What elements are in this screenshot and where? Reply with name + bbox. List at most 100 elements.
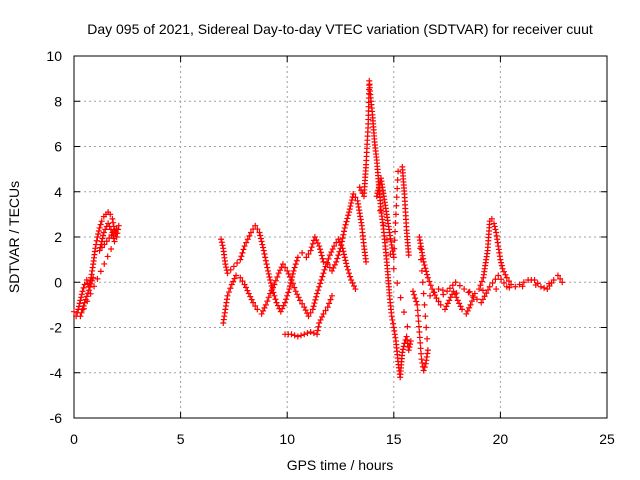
data-point-fill xyxy=(403,223,410,230)
data-point-fill xyxy=(334,255,341,262)
data-point-fill xyxy=(362,255,369,262)
data-point-fill xyxy=(97,268,104,275)
data-point xyxy=(343,263,350,270)
data-point-fill xyxy=(449,282,456,289)
data-point-fill xyxy=(104,253,111,260)
data-point-fill xyxy=(470,294,477,301)
data-point-fill xyxy=(380,222,387,229)
data-point-fill xyxy=(268,287,275,294)
data-point-fill xyxy=(254,226,261,233)
data-point xyxy=(111,238,118,245)
data-point-fill xyxy=(479,287,486,294)
data-point-fill xyxy=(406,344,413,351)
data-point-fill xyxy=(345,212,352,219)
data-point xyxy=(335,236,342,243)
data-point-fill xyxy=(79,306,86,313)
data-point-fill xyxy=(341,254,348,261)
data-point-fill xyxy=(285,270,292,277)
y-tick-label: 2 xyxy=(54,229,62,245)
data-point-fill xyxy=(327,296,334,303)
data-point-fill xyxy=(95,230,102,237)
data-point-fill xyxy=(491,223,498,230)
data-point-fill xyxy=(323,259,330,266)
data-point xyxy=(550,276,557,283)
data-point-fill xyxy=(483,290,490,297)
data-point-fill xyxy=(435,298,442,305)
data-point-fill xyxy=(532,281,539,288)
data-point-fill xyxy=(97,244,104,251)
data-point-fill xyxy=(314,240,321,247)
data-point xyxy=(544,286,551,293)
data-point xyxy=(294,254,301,261)
data-point xyxy=(83,276,90,283)
data-point-fill xyxy=(244,287,251,294)
data-point-fill xyxy=(221,309,228,316)
data-point xyxy=(467,301,474,308)
data-point-fill xyxy=(91,248,98,255)
data-point-fill xyxy=(416,334,423,341)
x-tick-label: 25 xyxy=(599,431,615,447)
y-tick-label: 6 xyxy=(54,139,62,155)
data-point xyxy=(98,218,105,225)
data-point xyxy=(459,306,466,313)
x-tick-label: 10 xyxy=(279,431,295,447)
series-segment-peak xyxy=(356,77,414,381)
data-point-fill xyxy=(99,235,106,242)
data-point-fill xyxy=(260,244,267,251)
data-point xyxy=(478,299,485,306)
data-point-fill xyxy=(417,345,424,352)
data-point-fill xyxy=(414,307,421,314)
data-point-fill xyxy=(422,313,429,320)
data-point-fill xyxy=(322,307,329,314)
data-point-fill xyxy=(240,246,247,253)
data-point-fill xyxy=(246,232,253,239)
data-point xyxy=(260,247,267,254)
data-point-fill xyxy=(377,207,384,214)
data-point xyxy=(495,272,502,279)
data-point-fill xyxy=(335,252,342,259)
data-point xyxy=(79,288,86,295)
data-point xyxy=(81,281,88,288)
data-point-fill xyxy=(110,228,117,235)
data-point-fill xyxy=(341,251,348,258)
series-segment-main-a xyxy=(218,191,370,315)
data-point xyxy=(441,306,448,313)
data-point-fill xyxy=(546,280,553,287)
data-point-fill xyxy=(464,307,471,314)
data-point-fill xyxy=(381,199,388,206)
data-point xyxy=(288,276,295,283)
data-point-fill xyxy=(257,235,264,242)
data-point-fill xyxy=(279,305,286,312)
data-point-fill xyxy=(223,296,230,303)
data-point-fill xyxy=(114,230,121,237)
data-point xyxy=(488,215,495,222)
data-point-fill xyxy=(266,273,273,280)
data-point-fill xyxy=(348,197,355,204)
data-point xyxy=(461,286,468,293)
data-point xyxy=(427,292,434,299)
y-axis-label: SDTVAR / TECUs xyxy=(6,181,22,293)
data-point xyxy=(109,215,116,222)
data-point-fill xyxy=(271,292,278,299)
data-point xyxy=(454,297,461,304)
y-tick-label: -4 xyxy=(50,365,63,381)
data-point xyxy=(237,274,244,281)
data-point-fill xyxy=(351,283,358,290)
data-point xyxy=(499,265,506,272)
data-point-fill xyxy=(258,238,265,245)
data-point-fill xyxy=(315,323,322,330)
data-point-fill xyxy=(89,264,96,271)
data-point-fill xyxy=(319,273,326,280)
data-point-fill xyxy=(404,323,411,330)
data-point-fill xyxy=(238,253,245,260)
data-point-fill xyxy=(367,88,374,95)
data-point-fill xyxy=(78,291,85,298)
data-point xyxy=(314,331,321,338)
data-point-fill xyxy=(443,303,450,310)
data-point xyxy=(284,267,291,274)
data-point-fill xyxy=(447,294,454,301)
data-point-fill xyxy=(505,278,512,285)
data-point-fill xyxy=(85,287,92,294)
data-point-fill xyxy=(325,255,332,262)
data-point-fill xyxy=(415,323,422,330)
